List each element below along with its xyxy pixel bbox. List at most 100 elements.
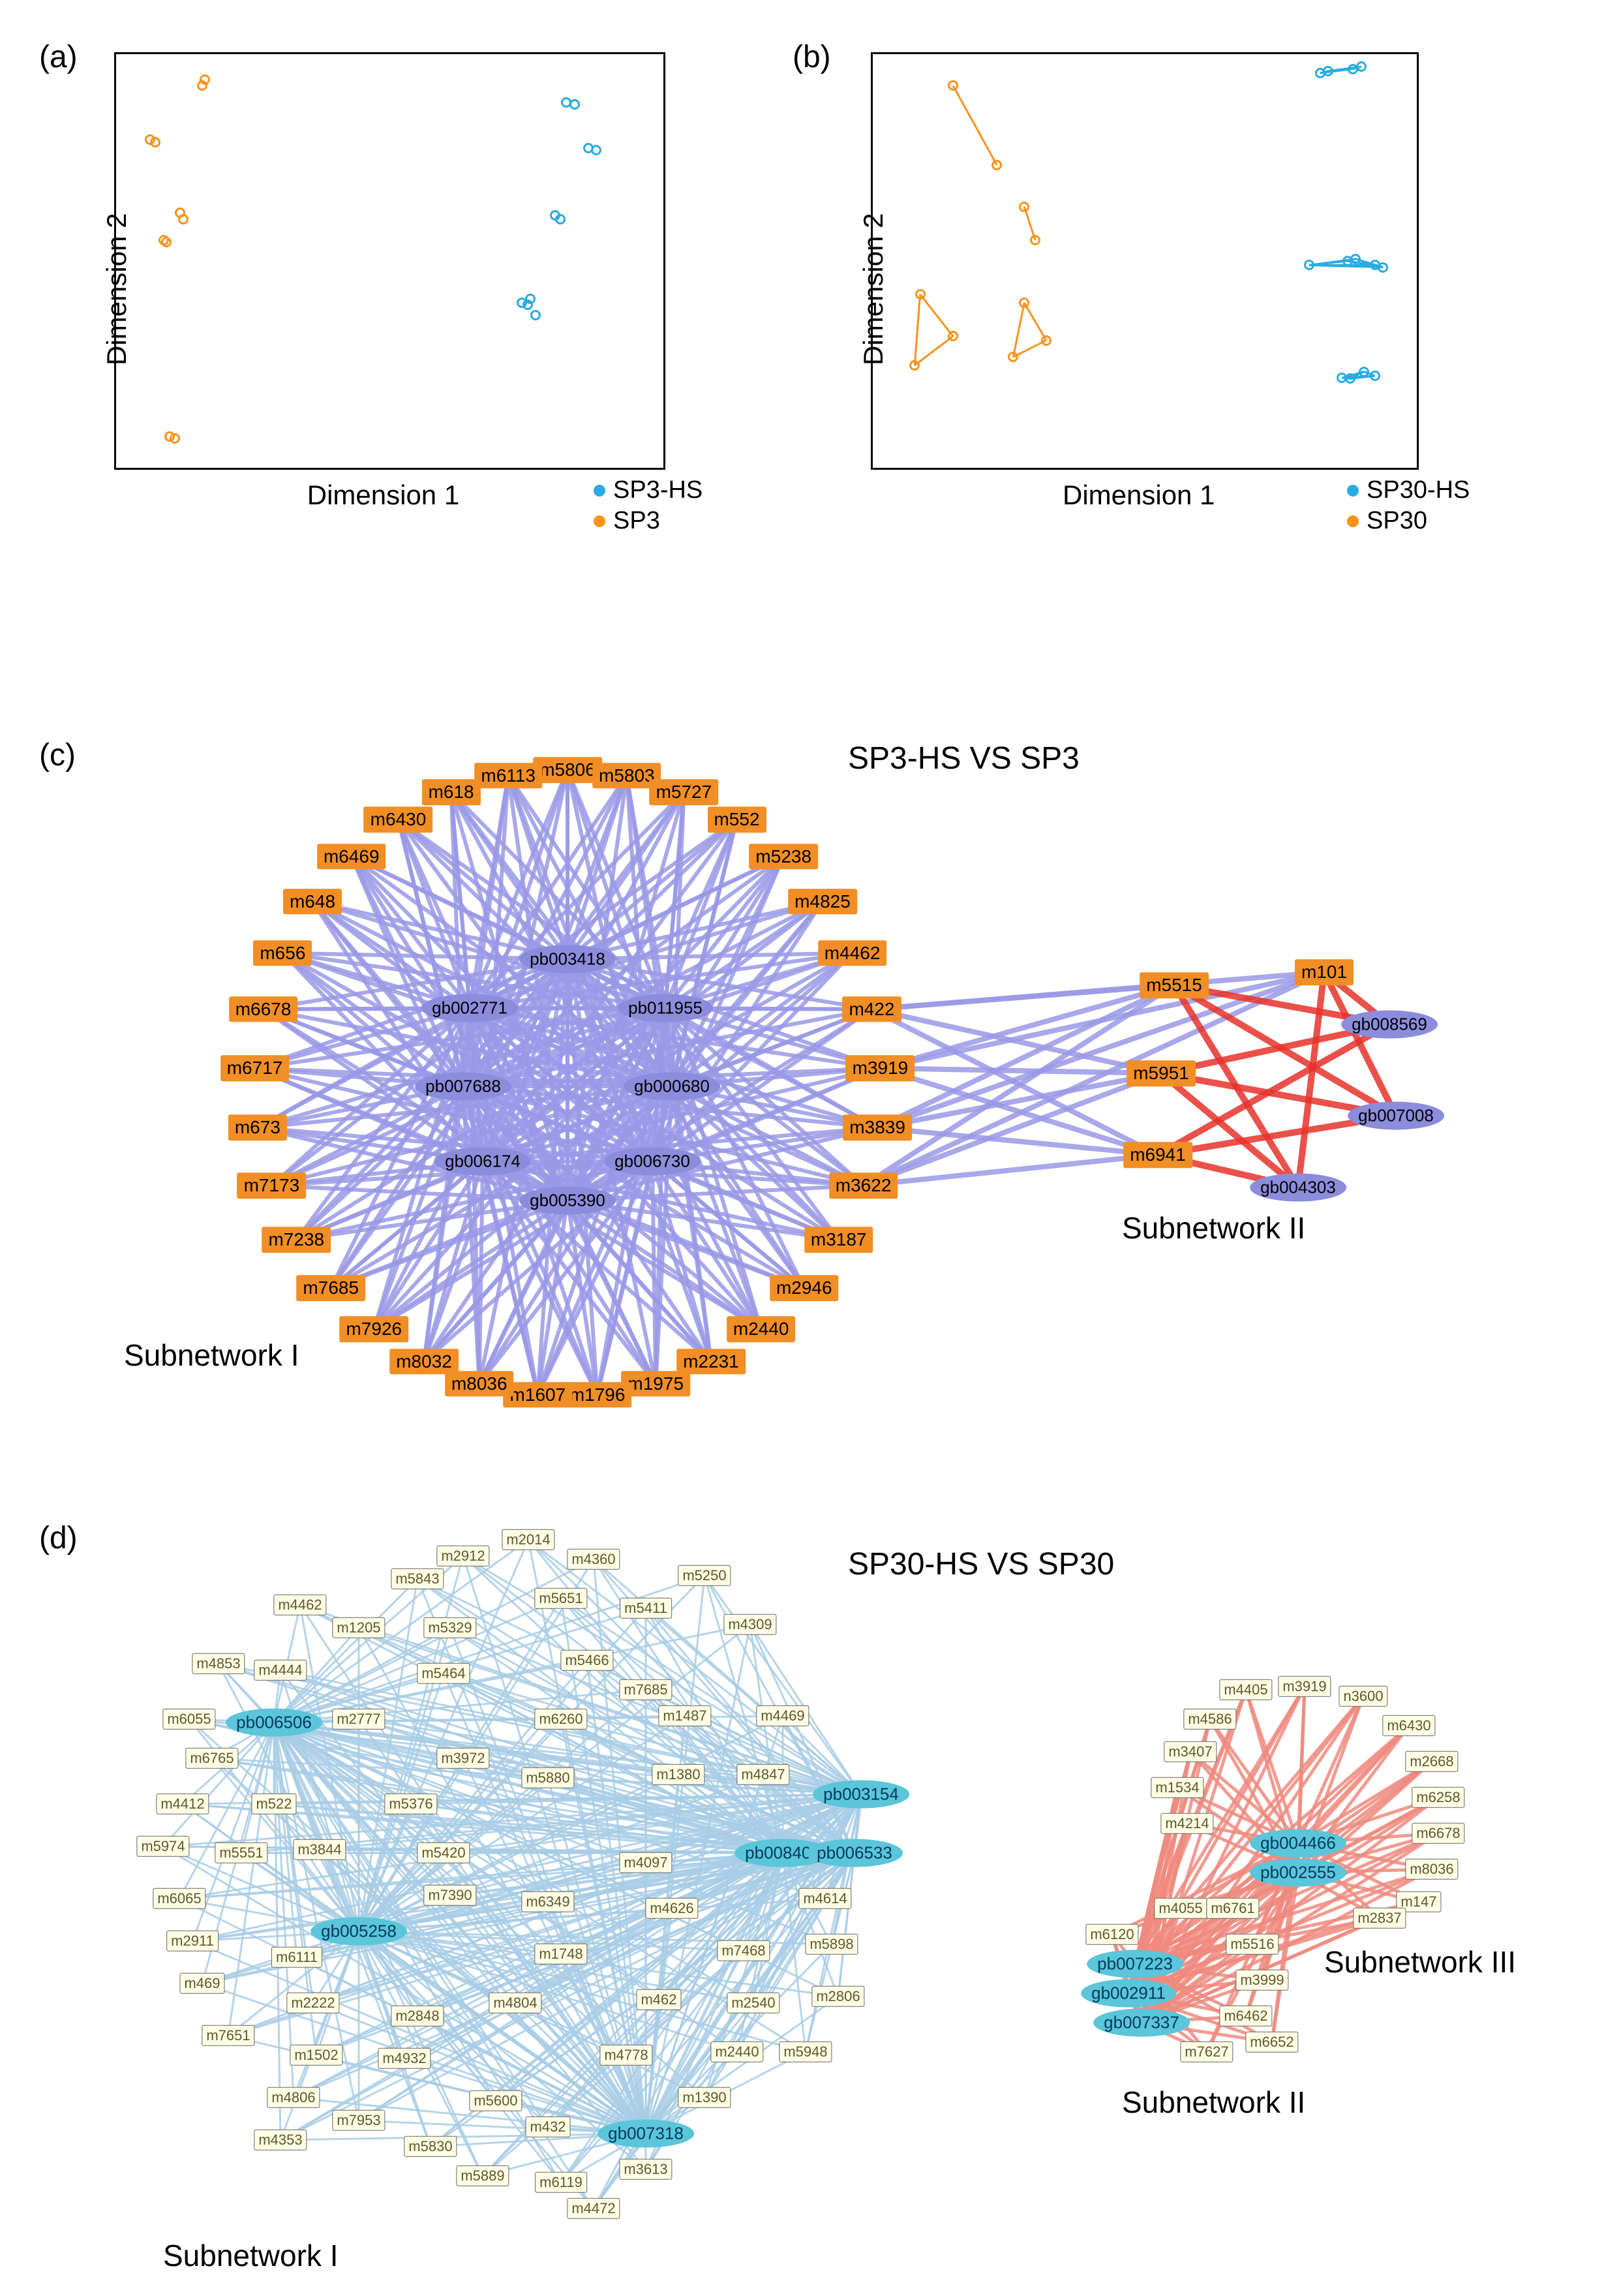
network-node: m2222 [286, 1993, 339, 2013]
network-node: m4360 [567, 1549, 620, 1570]
network-node: m469 [179, 1973, 224, 1994]
network-node: m6941 [1123, 1142, 1192, 1168]
network-node: m2777 [332, 1709, 385, 1730]
network-node: m2911 [166, 1931, 219, 1952]
subnet-label-c1: Subnetwork I [124, 1338, 299, 1373]
network-node: m3622 [829, 1172, 898, 1199]
network-node: m4614 [798, 1888, 851, 1909]
network-node: m6761 [1206, 1898, 1259, 1919]
network-node: m552 [707, 806, 766, 833]
network-node: m3613 [619, 2159, 672, 2180]
network-node: n3600 [1339, 1686, 1387, 1707]
network-node: m5600 [469, 2090, 522, 2111]
network-node: m5951 [1127, 1060, 1196, 1086]
network-node: m2440 [710, 2042, 763, 2062]
legend-label: SP3 [613, 507, 660, 535]
network-node-ellipse: pb003418 [519, 945, 616, 973]
network-node: m5843 [391, 1569, 444, 1589]
network-node: m3844 [293, 1839, 346, 1860]
network-node: m618 [422, 780, 481, 806]
network-node: m6111 [271, 1947, 322, 1968]
scatter-point [1378, 262, 1388, 273]
panel-label-b: (b) [793, 39, 831, 75]
network-node: m4097 [619, 1852, 672, 1873]
network-node: m4412 [156, 1794, 209, 1814]
network-node-ellipse: pb006506 [226, 1709, 322, 1737]
network-node: m1205 [332, 1617, 385, 1638]
legend-item: SP30 [1347, 507, 1470, 535]
network-node-ellipse: gb008569 [1341, 1011, 1438, 1039]
network-node: m1380 [652, 1764, 704, 1785]
y-axis-label: Dimension 2 [101, 213, 132, 365]
network-node: m3919 [1278, 1676, 1331, 1697]
network-node: m1748 [534, 1944, 587, 1965]
network-node: m7685 [296, 1276, 365, 1302]
network-node: m4214 [1160, 1813, 1213, 1834]
network-node: m5889 [456, 2166, 509, 2186]
network-node: m6349 [521, 1891, 574, 1912]
legend-label: SP3-HS [613, 476, 703, 504]
network-node: m5806 [533, 757, 602, 783]
scatter-box [114, 52, 665, 470]
network-node: m462 [636, 1989, 681, 2010]
legend-dot [1347, 485, 1359, 497]
network-node: m7685 [619, 1679, 672, 1700]
scatter-point [569, 99, 580, 110]
network-node: m7627 [1180, 2042, 1233, 2062]
legend-item: SP3 [594, 507, 703, 535]
network-node: m4469 [756, 1706, 809, 1726]
network-node: m3919 [846, 1055, 915, 1081]
network-node-ellipse: gb005258 [310, 1918, 407, 1946]
panel-label-d: (d) [39, 1520, 78, 1556]
network-node: m7390 [423, 1885, 476, 1906]
network-node: m3839 [843, 1115, 912, 1141]
network-node: m3972 [436, 1748, 489, 1769]
network-d-title: SP30-HS VS SP30 [848, 1546, 1114, 1582]
network-node: m6765 [185, 1748, 238, 1769]
network-node: m4055 [1154, 1898, 1207, 1919]
network-node: m7173 [237, 1172, 307, 1199]
scatter-point [1030, 235, 1040, 245]
network-node-ellipse: pb011955 [618, 994, 713, 1022]
network-node: m2540 [727, 1993, 779, 2013]
legend-dot [1347, 515, 1359, 527]
network-node: m5516 [1226, 1934, 1279, 1955]
network-node: m6119 [535, 2172, 587, 2193]
network-node-ellipse: pb003154 [813, 1781, 909, 1809]
network-node: m5830 [404, 2136, 457, 2157]
network-node: m656 [253, 940, 312, 966]
network-node: m6678 [1412, 1823, 1464, 1844]
network-node: m4626 [645, 1898, 698, 1919]
network-node: m432 [525, 2117, 570, 2137]
network-node: m2440 [727, 1317, 796, 1343]
network-node: m4353 [254, 2130, 307, 2151]
panel-label-a: (a) [39, 39, 78, 75]
network-node: m6678 [229, 996, 298, 1022]
legend-item: SP30-HS [1347, 476, 1470, 504]
network-node: m5880 [521, 1768, 574, 1788]
network-node: m7953 [332, 2110, 385, 2131]
network-node-ellipse: gb005390 [519, 1187, 616, 1215]
network-node-ellipse: gb007008 [1348, 1102, 1444, 1130]
network-node-ellipse: gb004466 [1250, 1829, 1346, 1858]
network-node: m1487 [658, 1706, 711, 1726]
legend: SP30-HS SP30 [1347, 476, 1470, 538]
network-node: m673 [228, 1115, 287, 1141]
subnet-label-d2: Subnetwork II [1122, 2085, 1305, 2120]
network-node: m4444 [254, 1660, 307, 1681]
network-node: m101 [1295, 959, 1354, 985]
network-node: m4405 [1219, 1679, 1272, 1700]
network-node: m1534 [1151, 1777, 1203, 1798]
legend: SP3-HS SP3 [594, 476, 703, 538]
legend-item: SP3-HS [594, 476, 703, 504]
network-node: m4309 [723, 1614, 776, 1635]
network-node: m4932 [378, 2048, 431, 2069]
network-node-ellipse: gb006730 [604, 1148, 701, 1176]
network-node-ellipse: pb006533 [806, 1839, 903, 1867]
legend-dot [594, 515, 605, 527]
network-node: m6113 [474, 763, 542, 789]
subnet-label-d3: Subnetwork III [1324, 1944, 1516, 1980]
network-node: m2806 [811, 1986, 864, 2007]
network-node-ellipse: gb007337 [1093, 2009, 1190, 2037]
network-node-ellipse: gb002911 [1081, 1980, 1176, 2008]
